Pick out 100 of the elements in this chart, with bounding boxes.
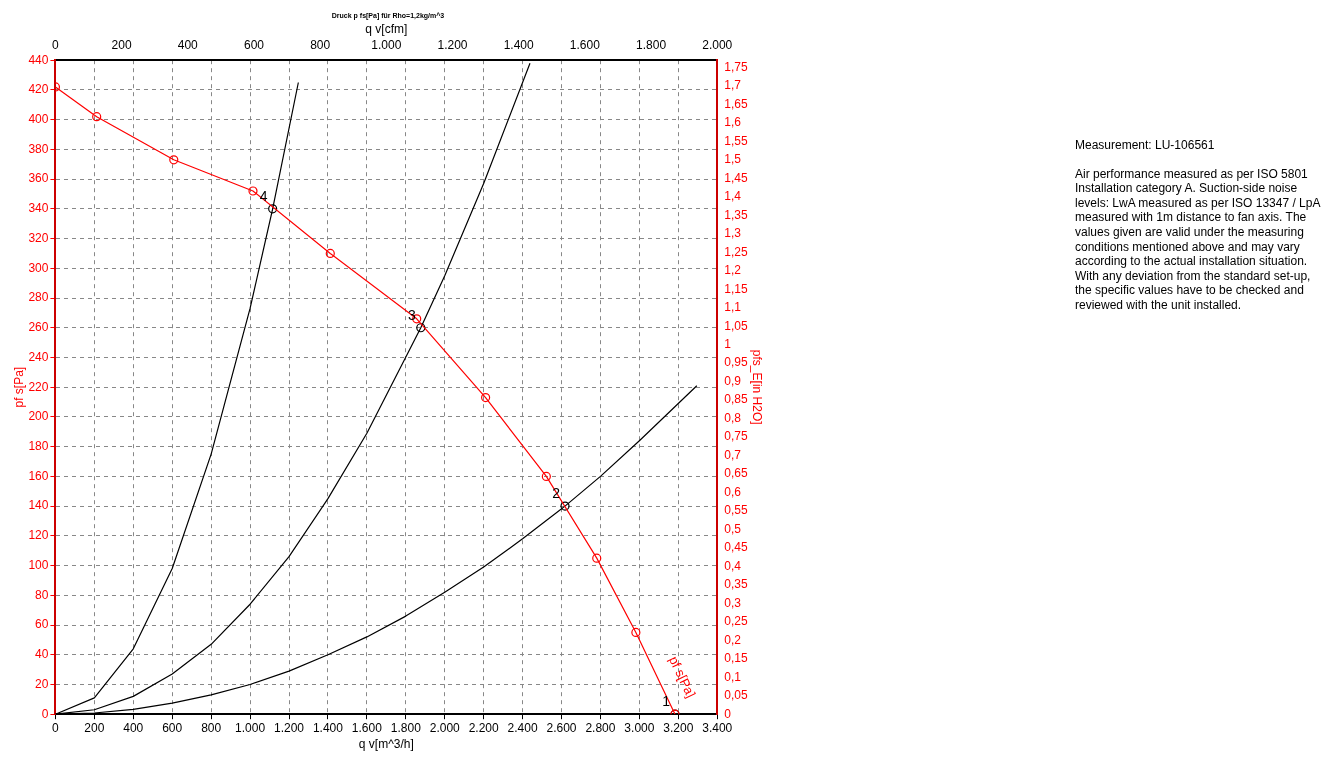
y2-tick-label: 1,4 — [724, 189, 742, 204]
y-tick-label: 100 — [28, 557, 49, 572]
x-tick-label: 3.200 — [663, 720, 694, 735]
x-tick-label: 2.600 — [546, 720, 577, 735]
y-tick-label: 400 — [28, 111, 49, 126]
y2-tick-label: 0,2 — [724, 632, 742, 647]
point — [631, 627, 641, 638]
y2-tick-label: 0,95 — [724, 355, 748, 370]
x-tick-label: 3.400 — [702, 720, 733, 735]
y-tick-label: 240 — [28, 349, 49, 364]
x-tick-label: 1.400 — [312, 720, 344, 735]
y2-tick-label: 1,55 — [724, 133, 748, 148]
x-tick-label: 1.000 — [235, 720, 266, 735]
x2-tick-label: 0 — [52, 38, 60, 53]
point — [92, 112, 102, 122]
y-tick-label: 0 — [41, 706, 49, 721]
y-axis-title: pf s[Pa] — [11, 366, 26, 408]
y2-tick-label: 1,05 — [724, 318, 748, 333]
x2-tick-label: 400 — [177, 38, 199, 53]
y2-tick-label: 0,3 — [724, 595, 742, 610]
x2-tick-label: 800 — [310, 38, 331, 53]
text: Air performance measured as per ISO 5801 Installation category A. Suction-side noise levels: LwA measured as per ISO 13347 / LpA measured with 1m distance to fan axis. The values given are valid under the measuring conditions mentioned above and may vary according to the actual installation situation. With any deviation from the standard set-up, the specific values have to be checked and reviewed with the unit installed. — [1075, 166, 1320, 312]
annotation: 4 — [259, 187, 268, 204]
y-tick-label: 20 — [35, 676, 49, 691]
y2-tick-label: 0,65 — [724, 466, 748, 481]
y2-tick-label: 1,7 — [724, 78, 742, 93]
y2-tick-label: 1,25 — [724, 244, 748, 259]
x-tick-label: 2.000 — [429, 720, 461, 735]
x-tick-label: 2.200 — [468, 720, 499, 735]
y-tick-label: 140 — [28, 498, 49, 513]
y-tick-label: 280 — [28, 290, 49, 305]
x2-tick-label: 1.400 — [503, 38, 535, 53]
point — [325, 248, 335, 259]
point — [416, 323, 426, 333]
y2-tick-label: 1,6 — [724, 115, 742, 130]
y-tick-label: 380 — [28, 141, 49, 156]
x-tick-label: 200 — [84, 720, 105, 735]
y2-tick-label: 1,5 — [724, 152, 742, 167]
y2-tick-label: 1,35 — [724, 207, 748, 222]
x2-tick-label: 1.800 — [636, 38, 667, 53]
point — [541, 471, 551, 481]
y-tick-label: 320 — [28, 230, 49, 245]
x-tick-label: 1.200 — [273, 720, 305, 735]
y2-tick-label: 1,2 — [724, 263, 742, 278]
y2-tick-label: 0,25 — [724, 614, 748, 629]
point — [248, 186, 258, 196]
x-tick-label: 2.800 — [585, 720, 616, 735]
point — [592, 553, 602, 563]
y-tick-label: 420 — [28, 82, 49, 97]
y2-tick-label: 0,5 — [724, 521, 742, 536]
y-tick-label: 40 — [35, 647, 49, 662]
y-tick-label: 80 — [35, 587, 49, 602]
point — [481, 393, 491, 403]
x-tick-label: 600 — [162, 720, 183, 735]
x2-tick-label: 1.000 — [371, 38, 402, 53]
text: Measurement: LU-106561 — [1075, 138, 1216, 153]
y-tick-label: 340 — [28, 201, 49, 216]
y2-tick-label: 0,75 — [724, 429, 748, 444]
x-tick-label: 2.400 — [507, 720, 538, 735]
y-tick-label: 120 — [28, 528, 49, 543]
x2-tick-label: 2.000 — [702, 38, 733, 53]
x-tick-label: 1.600 — [351, 720, 383, 735]
point — [560, 501, 570, 511]
y2-tick-label: 0,1 — [724, 669, 742, 684]
y2-tick-label: 0,85 — [724, 392, 748, 407]
y2-tick-label: 0,55 — [724, 503, 748, 518]
y2-tick-label: 1 — [724, 337, 732, 352]
y-tick-label: 440 — [28, 52, 49, 67]
y2-tick-label: 1,65 — [724, 96, 748, 111]
y2-tick-label: 1,75 — [724, 59, 748, 74]
point — [169, 155, 179, 165]
annotation: 1 — [662, 693, 671, 710]
y2-tick-label: 1,1 — [724, 300, 742, 315]
x-tick-label: 800 — [201, 720, 222, 735]
x2-tick-label: 1.200 — [437, 38, 468, 53]
y-tick-label: 300 — [28, 260, 49, 275]
x-tick-label: 3.000 — [624, 720, 655, 735]
y2-tick-label: 0,7 — [724, 447, 742, 462]
y2-tick-label: 0,4 — [724, 558, 742, 573]
y-tick-label: 220 — [28, 379, 49, 394]
y2-tick-label: 0,8 — [724, 410, 742, 425]
y2-axis-title: pfs_E[in H2O] — [750, 349, 765, 425]
x2-tick-label: 200 — [111, 38, 132, 53]
x-tick-label: 1.800 — [390, 720, 422, 735]
y-tick-label: 180 — [28, 438, 49, 453]
y2-tick-label: 1,45 — [724, 170, 748, 185]
point — [268, 204, 278, 214]
y-tick-label: 200 — [28, 409, 49, 424]
y2-tick-label: 1,3 — [724, 226, 742, 241]
y2-tick-label: 0,35 — [724, 577, 748, 592]
x-tick-label: 400 — [123, 720, 144, 735]
y-tick-label: 60 — [35, 617, 49, 632]
y-tick-label: 260 — [28, 320, 49, 335]
y2-tick-label: 0 — [724, 706, 732, 721]
y2-tick-label: 0,6 — [724, 484, 742, 499]
x-tick-label: 0 — [52, 720, 60, 735]
y-tick-label: 160 — [28, 468, 49, 483]
y2-tick-label: 0,45 — [724, 540, 748, 555]
x2-tick-label: 600 — [243, 38, 265, 53]
x2-axis-title: q v[cfm] — [365, 21, 408, 36]
